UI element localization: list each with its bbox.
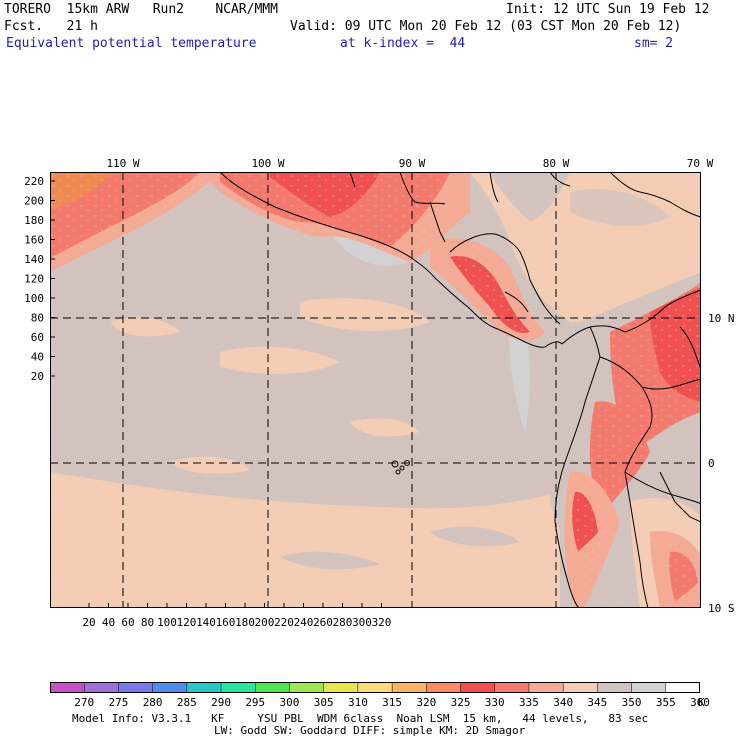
x-tick-140: 140 [196,616,216,629]
x-tick-120: 120 [177,616,197,629]
colorbar-label-335: 335 [519,696,539,709]
colorbar-label-350: 350 [622,696,642,709]
coastlines [219,172,701,608]
colorbar-cell-6 [255,682,291,693]
x-tick-280: 280 [333,616,353,629]
grid-lines [50,172,701,608]
colorbar-label-315: 315 [382,696,402,709]
colorbar-unit: K [698,696,705,709]
colorbar-cell-2 [118,682,154,693]
colorbar-label-305: 305 [314,696,334,709]
colorbar-label-270: 270 [74,696,94,709]
x-tick-220: 220 [274,616,294,629]
x-tick-20: 20 [82,616,95,629]
x-tick-100: 100 [157,616,177,629]
x-tick-40: 40 [102,616,115,629]
colorbar-cell-18 [665,682,700,693]
x-tick-240: 240 [294,616,314,629]
y-tick-200: 200 [24,195,44,208]
y-tick-180: 180 [24,214,44,227]
physics-info: LW: Godd SW: Goddard DIFF: simple KM: 2D… [214,724,526,737]
colorbar-label-275: 275 [108,696,128,709]
model-title: TORERO 15km ARW Run2 NCAR/MMM [4,2,278,17]
colorbar-label-320: 320 [416,696,436,709]
y-tick-20: 20 [31,370,44,383]
colorbar-cell-12 [460,682,496,693]
y-tick-80: 80 [31,312,44,325]
colorbar-cell-8 [323,682,359,693]
x-tick-160: 160 [216,616,236,629]
lon-label-100w: 100 W [251,157,284,170]
colorbar-cell-7 [289,682,325,693]
colorbar-cell-13 [494,682,530,693]
colorbar [50,682,700,693]
colorbar-cell-4 [186,682,222,693]
colorbar-cell-5 [220,682,256,693]
colorbar-cell-11 [426,682,462,693]
colorbar-cell-16 [597,682,633,693]
colorbar-cell-14 [528,682,564,693]
map-frame [50,172,701,608]
colorbar-label-285: 285 [177,696,197,709]
init-time: Init: 12 UTC Sun 19 Feb 12 [506,2,710,17]
colorbar-cell-3 [152,682,188,693]
x-tick-300: 300 [352,616,372,629]
smoothing-info: sm= 2 [634,36,674,51]
galapagos-islands [391,460,410,475]
field-name: Equivalent potential temperature [6,36,257,51]
y-tick-140: 140 [24,253,44,266]
colorbar-label-295: 295 [245,696,265,709]
colorbar-labels: 270 275 280 285 290 295 300 305 310 315 320 325 330 3… [74,696,710,709]
colorbar-label-330: 330 [485,696,505,709]
colorbar-label-300: 300 [280,696,300,709]
y-tick-100: 100 [24,292,44,305]
x-tick-320: 320 [372,616,392,629]
lon-label-70w: 70 W [687,157,714,170]
colorbar-label-325: 325 [451,696,471,709]
colorbar-cell-9 [357,682,393,693]
y-tick-60: 60 [31,331,44,344]
lon-label-90w: 90 W [399,157,426,170]
x-tick-labels: 20 40 60 80 100 120 140 160 180 200 220 240 260 280 30… [82,616,391,629]
x-tick-80: 80 [141,616,154,629]
x-tick-260: 260 [313,616,333,629]
colorbar-label-360: 360 [690,696,710,709]
lon-label-110w: 110 W [106,157,139,170]
colorbar-label-345: 345 [587,696,607,709]
y-tick-labels: 220 200 180 160 140 120 100 80 60 40 20 [24,175,44,383]
y-tick-220: 220 [24,175,44,188]
x-tick-200: 200 [255,616,275,629]
colorbar-label-290: 290 [211,696,231,709]
colorbar-cell-0 [50,682,85,693]
lon-label-80w: 80 W [543,157,570,170]
y-tick-160: 160 [24,234,44,247]
theta-e-map [50,172,701,608]
y-tick-120: 120 [24,273,44,286]
x-tick-180: 180 [235,616,255,629]
model-info: Model Info: V3.3.1 KF YSU PBL WDM 6class… [72,712,649,725]
colorbar-label-340: 340 [553,696,573,709]
lat-label-0: 0 [708,457,715,470]
level-info: at k-index = 44 [340,36,466,51]
valid-time: Valid: 09 UTC Mon 20 Feb 12 (03 CST Mon … [290,19,682,34]
colorbar-label-355: 355 [656,696,676,709]
forecast-hour: Fcst. 21 h [4,19,98,34]
colorbar-cell-17 [631,682,667,693]
colorbar-cell-15 [562,682,598,693]
lat-label-10s: 10 S [708,602,735,615]
colorbar-cell-10 [391,682,427,693]
colorbar-label-310: 310 [348,696,368,709]
colorbar-cell-1 [83,682,119,693]
x-tick-60: 60 [121,616,134,629]
colorbar-label-280: 280 [143,696,163,709]
y-tick-40: 40 [31,351,44,364]
lat-label-10n: 10 N [708,312,735,325]
